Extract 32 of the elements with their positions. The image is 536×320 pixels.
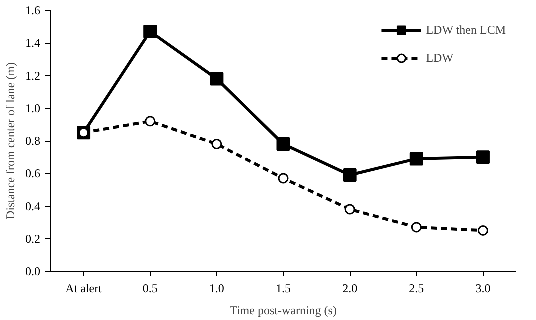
- y-tick-label: 0.6: [26, 166, 40, 181]
- y-tick-label: 0.8: [26, 134, 40, 148]
- x-tick-label: 1.0: [209, 282, 224, 296]
- y-tick-label: 1.2: [26, 68, 40, 83]
- x-axis-title: Time post-warning (s): [230, 304, 337, 318]
- y-tick-label: 1.0: [26, 101, 40, 116]
- point: [144, 24, 158, 38]
- y-tick-label: 0.4: [26, 199, 40, 214]
- y-tick-label: 0.2: [26, 232, 40, 246]
- y-tick-label: 1.4: [26, 36, 40, 50]
- y-tick-label: 1.6: [26, 4, 40, 18]
- point: [410, 152, 424, 166]
- point: [344, 204, 356, 215]
- point: [278, 173, 289, 184]
- point: [210, 72, 224, 86]
- point: [212, 139, 222, 150]
- point: [411, 222, 422, 233]
- x-tick-label: 1.5: [276, 282, 291, 296]
- point: [476, 150, 490, 164]
- x-tick-label: 2.5: [409, 282, 424, 296]
- point: [276, 138, 290, 152]
- y-axis-title: Distance from center of lane (m): [4, 62, 18, 220]
- x-tick-label: 2.0: [342, 282, 358, 296]
- point: [478, 225, 488, 236]
- point: [343, 168, 357, 182]
- y-tick-label: 0.0: [26, 264, 40, 278]
- point: [145, 116, 156, 127]
- x-tick-label: At alert: [66, 282, 103, 296]
- x-tick-label: 3.0: [476, 282, 491, 296]
- legend-label: LDW: [426, 50, 454, 66]
- legend-label: LDW then LCM: [426, 22, 506, 38]
- x-tick-label: 0.5: [142, 282, 158, 296]
